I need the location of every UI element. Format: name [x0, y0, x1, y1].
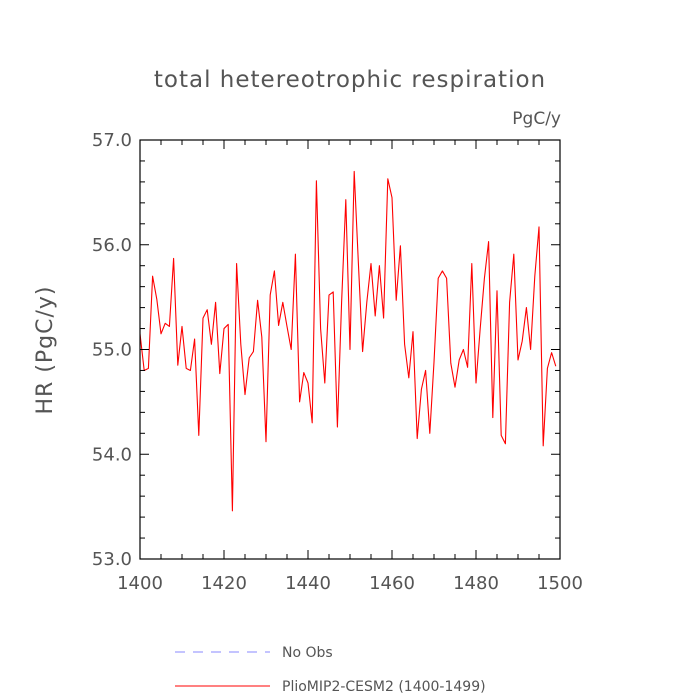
y-tick-label-4: 57.0: [92, 130, 132, 151]
x-tick-label-4: 1480: [453, 573, 499, 594]
legend-label-cesm2: PlioMIP2-CESM2 (1400-1499): [282, 679, 486, 695]
x-tick-label-1: 1420: [201, 573, 247, 594]
x-tick-label-5: 1500: [537, 573, 583, 594]
x-tick-label-2: 1440: [285, 573, 331, 594]
y-tick-label-2: 55.0: [92, 340, 132, 361]
legend: No Obs PlioMIP2-CESM2 (1400-1499): [175, 645, 486, 695]
tick-layer: 1400 1420 1440 1460 1480 1500 53.0 54.0 55.0 56.0…: [92, 130, 583, 594]
units-label: PgC/y: [512, 109, 561, 129]
x-tick-label-0: 1400: [117, 573, 163, 594]
y-tick-label-0: 53.0: [92, 549, 132, 570]
y-axis-label: HR (PgC/y): [33, 285, 58, 414]
chart-title: total hetereotrophic respiration: [154, 67, 546, 93]
y-tick-label-1: 54.0: [92, 444, 132, 465]
series-layer: [139, 170, 557, 512]
x-tick-label-3: 1460: [369, 573, 415, 594]
legend-label-no-obs: No Obs: [282, 645, 333, 661]
series-line-1: [139, 170, 557, 512]
y-tick-label-3: 56.0: [92, 235, 132, 256]
